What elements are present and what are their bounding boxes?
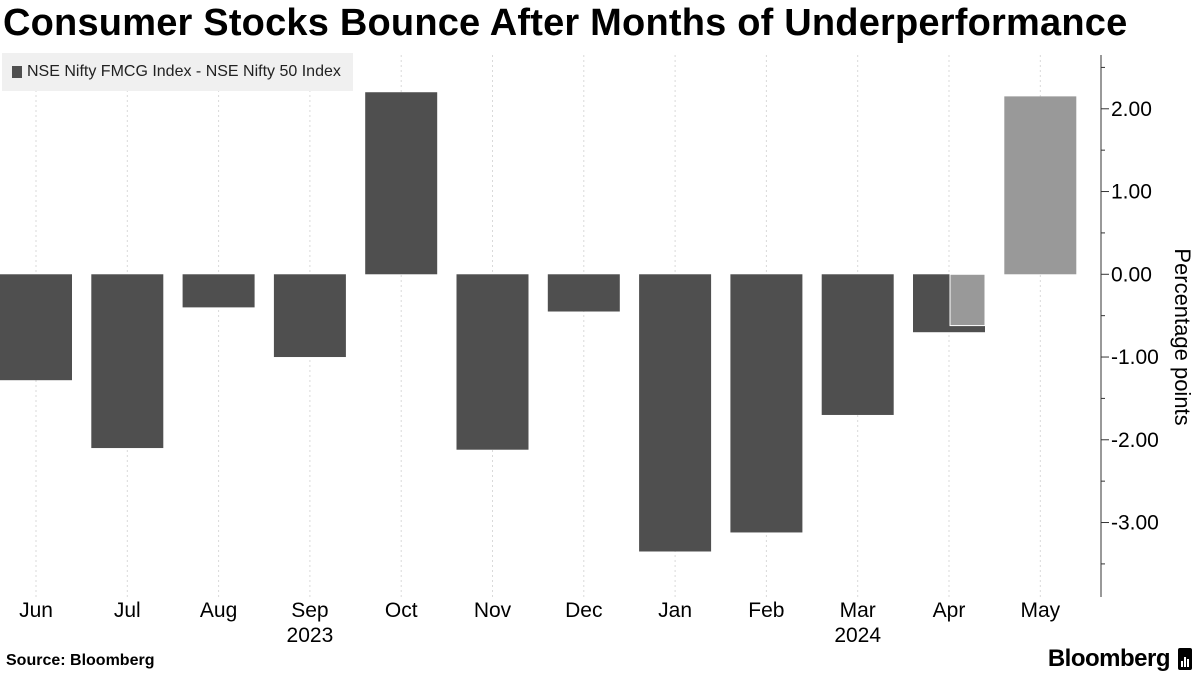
x-tick-label: Aug: [200, 599, 237, 622]
x-tick-label: Apr: [933, 599, 966, 622]
bar-feb: [730, 274, 803, 533]
x-tick-label: Jun: [19, 599, 53, 622]
x-tick-label: May: [1020, 599, 1060, 622]
legend-label: NSE Nifty FMCG Index - NSE Nifty 50 Inde…: [27, 63, 341, 80]
bar-jun: [0, 274, 72, 381]
brand-logo: Bloomberg: [1048, 645, 1192, 673]
x-tick-label: Feb: [748, 599, 784, 622]
bar-mar: [821, 274, 894, 415]
bar-jul: [91, 274, 164, 449]
y-tick-label: 2.00: [1111, 98, 1152, 121]
highlight-bar-may: [1004, 96, 1077, 275]
x-tick-label: Dec: [565, 599, 602, 622]
bars: [0, 92, 1077, 552]
year-label: 2023: [287, 624, 334, 647]
x-tick-label: Oct: [385, 599, 418, 622]
bar-oct: [365, 92, 438, 275]
bar-jan: [639, 274, 712, 552]
bar-aug: [182, 274, 255, 308]
year-label: 2024: [834, 624, 881, 647]
x-tick-label: Nov: [474, 599, 512, 622]
x-axis-labels: Jun Jul Aug Sep Oct Nov Dec Jan Feb Mar Apr May 2023…: [19, 599, 1061, 647]
y-tick-label: 0.00: [1111, 263, 1152, 286]
bar-sep: [273, 274, 346, 358]
bar-nov: [456, 274, 529, 450]
y-tick-label: -3.00: [1111, 512, 1159, 535]
y-tick-label: -1.00: [1111, 346, 1159, 369]
x-tick-label: Mar: [840, 599, 876, 622]
source-note: Source: Bloomberg: [6, 652, 155, 669]
x-tick-label: Jul: [114, 599, 141, 622]
y-tick-label: 1.00: [1111, 181, 1152, 204]
x-tick-label: Sep: [291, 599, 328, 622]
brand-name: Bloomberg: [1047, 645, 1171, 672]
legend: NSE Nifty FMCG Index - NSE Nifty 50 Inde…: [2, 53, 353, 91]
y-axis-label: Percentage points: [1170, 248, 1195, 425]
bar-dec: [547, 274, 620, 312]
chart-title: Consumer Stocks Bounce After Months of U…: [3, 2, 1128, 44]
x-tick-label: Jan: [658, 599, 692, 622]
legend-swatch: [12, 66, 22, 78]
y-axis: 2.00 1.00 0.00 -1.00 -2.00 -3.00: [1100, 55, 1159, 597]
bloomberg-terminal-icon: [1178, 648, 1192, 670]
highlight-bar-apr: [949, 273, 986, 327]
y-tick-label: -2.00: [1111, 429, 1159, 452]
